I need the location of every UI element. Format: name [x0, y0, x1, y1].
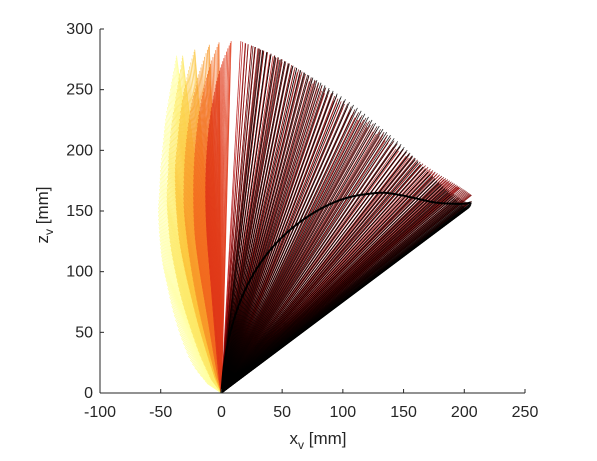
trajectory-line — [221, 72, 306, 394]
x-tick-label: 0 — [217, 404, 226, 421]
x-axis-label-subscript: v — [298, 438, 304, 452]
trajectory-line — [221, 107, 358, 394]
trajectory-line — [221, 138, 395, 394]
x-tick-label: 50 — [273, 404, 291, 421]
trajectory-line — [221, 49, 261, 394]
trajectory-line — [221, 149, 408, 394]
x-tick-label: -100 — [84, 404, 116, 421]
x-tick-labels: -100 -50 0 50 100 150 200 250 — [84, 404, 538, 421]
axes — [99, 28, 526, 394]
trajectory-line — [221, 125, 380, 394]
trajectory-line — [221, 122, 377, 394]
trajectory-line — [221, 185, 442, 394]
y-tick-label: 200 — [66, 142, 93, 159]
trajectory-line — [221, 160, 419, 394]
x-tick-label: 100 — [330, 404, 357, 421]
trajectory-line — [221, 176, 433, 394]
trajectory-line — [221, 163, 422, 394]
trajectory-line — [221, 96, 342, 394]
trajectory-line — [221, 77, 314, 394]
trajectory-line — [221, 50, 264, 394]
y-tick-labels: 0 50 100 150 200 250 300 — [66, 21, 93, 402]
trajectory-line — [221, 135, 391, 394]
trajectory-lines — [157, 41, 472, 394]
y-tick-label: 300 — [66, 21, 93, 38]
x-tick-label: -50 — [149, 404, 172, 421]
x-tick-label: 200 — [451, 404, 478, 421]
trajectory-line — [221, 174, 431, 394]
trajectory-line — [221, 187, 444, 394]
trajectory-line — [221, 46, 256, 394]
trajectory-line — [221, 181, 438, 394]
trajectory-line — [221, 70, 302, 394]
trajectory-line — [221, 65, 294, 394]
trajectory-line — [221, 131, 388, 394]
trajectory-line — [221, 93, 338, 394]
trajectory-line — [221, 43, 247, 394]
trajectory-group — [205, 41, 232, 394]
trajectory-line — [221, 45, 254, 394]
trajectory-line — [221, 61, 285, 394]
x-axis-label: xv [mm] — [290, 429, 347, 452]
trajectory-line — [221, 202, 472, 394]
y-tick-label: 250 — [66, 82, 93, 99]
trajectory-group — [221, 49, 472, 394]
y-tick-label: 0 — [84, 385, 93, 402]
x-tick-label: 250 — [512, 404, 539, 421]
trajectory-line — [221, 116, 369, 394]
trajectory-line — [221, 110, 362, 394]
trajectory-line — [221, 169, 427, 394]
trajectory-line — [221, 183, 440, 394]
trajectory-line — [221, 141, 399, 394]
trajectory-line — [221, 80, 318, 394]
trajectory-line — [221, 99, 346, 394]
trajectory-line — [221, 68, 298, 394]
trajectory-line — [221, 119, 373, 394]
trajectory-line — [221, 166, 424, 394]
y-axis-label: zv [mm] — [33, 187, 56, 244]
trajectory-line — [221, 59, 281, 394]
x-tick-label: 150 — [390, 404, 417, 421]
trajectory-line — [221, 155, 414, 394]
y-axis-label-subscript: v — [42, 229, 56, 235]
trajectory-line — [221, 113, 366, 394]
trajectory-line — [206, 382, 222, 394]
trajectory-line — [210, 378, 222, 394]
trajectory-line — [221, 88, 330, 394]
lower-envelope — [220, 191, 471, 394]
y-tick-label: 50 — [75, 324, 93, 341]
trajectory-line — [221, 128, 384, 394]
trajectory-line — [221, 44, 249, 394]
trajectory-line — [221, 75, 310, 394]
trajectory-line — [221, 104, 354, 394]
trajectory-line — [221, 101, 350, 394]
lower-envelope-curve — [220, 191, 471, 394]
y-tick-label: 100 — [66, 264, 93, 281]
y-tick-label: 150 — [66, 203, 93, 220]
trajectory-line — [221, 63, 290, 394]
trajectory-line — [221, 188, 446, 394]
trajectory-line — [221, 57, 276, 394]
trajectory-line — [221, 41, 244, 394]
trajectory-line — [221, 179, 436, 394]
trajectory-line — [221, 144, 402, 394]
trajectory-line — [221, 82, 322, 394]
trajectory-line — [221, 190, 447, 394]
trajectory-line — [221, 146, 405, 394]
trajectory-line — [221, 85, 326, 394]
trajectory-line — [221, 171, 429, 394]
trajectory-line — [221, 158, 416, 394]
